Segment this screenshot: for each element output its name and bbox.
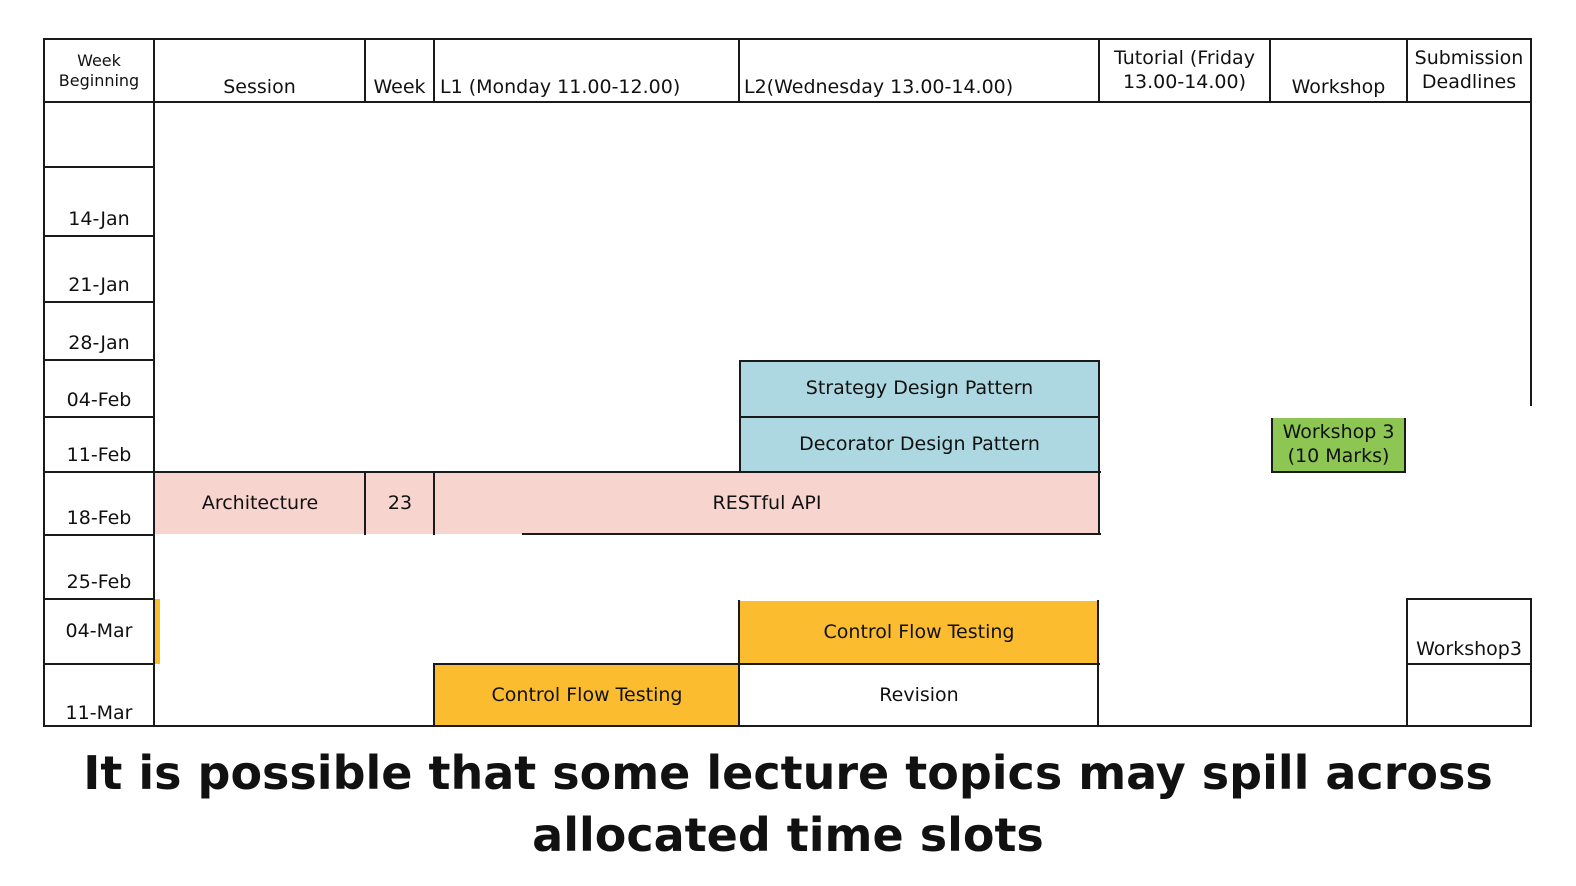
week-cell-2: 21-Jan [68,274,130,297]
week-cell-1: 14-Jan [68,208,130,231]
revision-block: Revision [740,665,1098,726]
control-flow-testing-l1-block: Control Flow Testing [435,665,739,726]
grid-line [43,166,155,168]
schedule-table: Week Beginning Session Week L1 (Monday 1… [43,38,1532,727]
architecture-session-block: Architecture [155,473,365,534]
workshop-3-block: Workshop 3 (10 Marks) [1271,418,1406,473]
header-week-beginning: Week Beginning [58,51,140,90]
grid-line [1406,598,1532,600]
grid-line [43,725,1532,727]
grid-line [43,598,155,600]
header-l2: L2(Wednesday 13.00-14.00) [744,76,1014,99]
grid-line [1530,38,1532,406]
grid-line [522,533,1101,535]
grid-line [1098,38,1100,102]
grid-line [738,600,740,727]
week-cell-6: 18-Feb [66,507,132,530]
grid-line [43,534,155,536]
grid-line [1530,598,1532,727]
restful-api-block: RESTful API [435,473,1099,534]
grid-line [43,301,155,303]
grid-line [43,38,45,727]
grid-line [1406,598,1408,727]
week-cell-5: 11-Feb [66,444,132,467]
week-cell-7: 25-Feb [66,571,132,594]
grid-line [1097,600,1099,727]
grid-line [43,38,1532,40]
week-cell-3: 28-Jan [68,332,130,355]
grid-line [364,38,366,102]
header-week: Week [373,76,426,99]
grid-line [1098,471,1100,535]
header-submission-deadlines: Submission Deadlines [1414,47,1524,93]
grid-line [43,359,155,361]
grid-line [364,471,366,535]
week-cell-0 [44,102,154,167]
header-workshop: Workshop [1291,76,1386,99]
grid-line [433,663,1100,665]
grid-line [43,416,155,418]
workshop3-deadline-cell: Workshop3 [1416,638,1522,661]
grid-line [153,471,1101,473]
header-tutorial: Tutorial (Friday 13.00-14.00) [1114,47,1255,93]
week-23-block: 23 [366,473,434,534]
grid-line [43,663,155,665]
grid-line [1406,38,1408,102]
grid-line [43,235,155,237]
grid-line [433,663,435,727]
decorator-design-pattern-block: Decorator Design Pattern [739,416,1100,473]
header-session: Session [223,76,296,99]
orange-edge-marker [155,599,160,664]
grid-line [433,471,435,535]
slide-caption: It is possible that some lecture topics … [83,746,1493,862]
header-l1: L1 (Monday 11.00-12.00) [440,76,681,99]
grid-line [153,38,155,727]
week-cell-9: 11-Mar [65,702,133,725]
control-flow-testing-l2-block: Control Flow Testing [740,601,1098,664]
grid-line [738,38,740,102]
grid-line [1269,38,1271,102]
week-cell-4: 04-Feb [66,389,132,412]
grid-line [433,38,435,102]
grid-line [1406,663,1532,665]
grid-line [43,471,155,473]
grid-line [43,101,1532,103]
week-cell-8: 04-Mar [65,619,133,642]
strategy-design-pattern-block: Strategy Design Pattern [739,360,1100,418]
